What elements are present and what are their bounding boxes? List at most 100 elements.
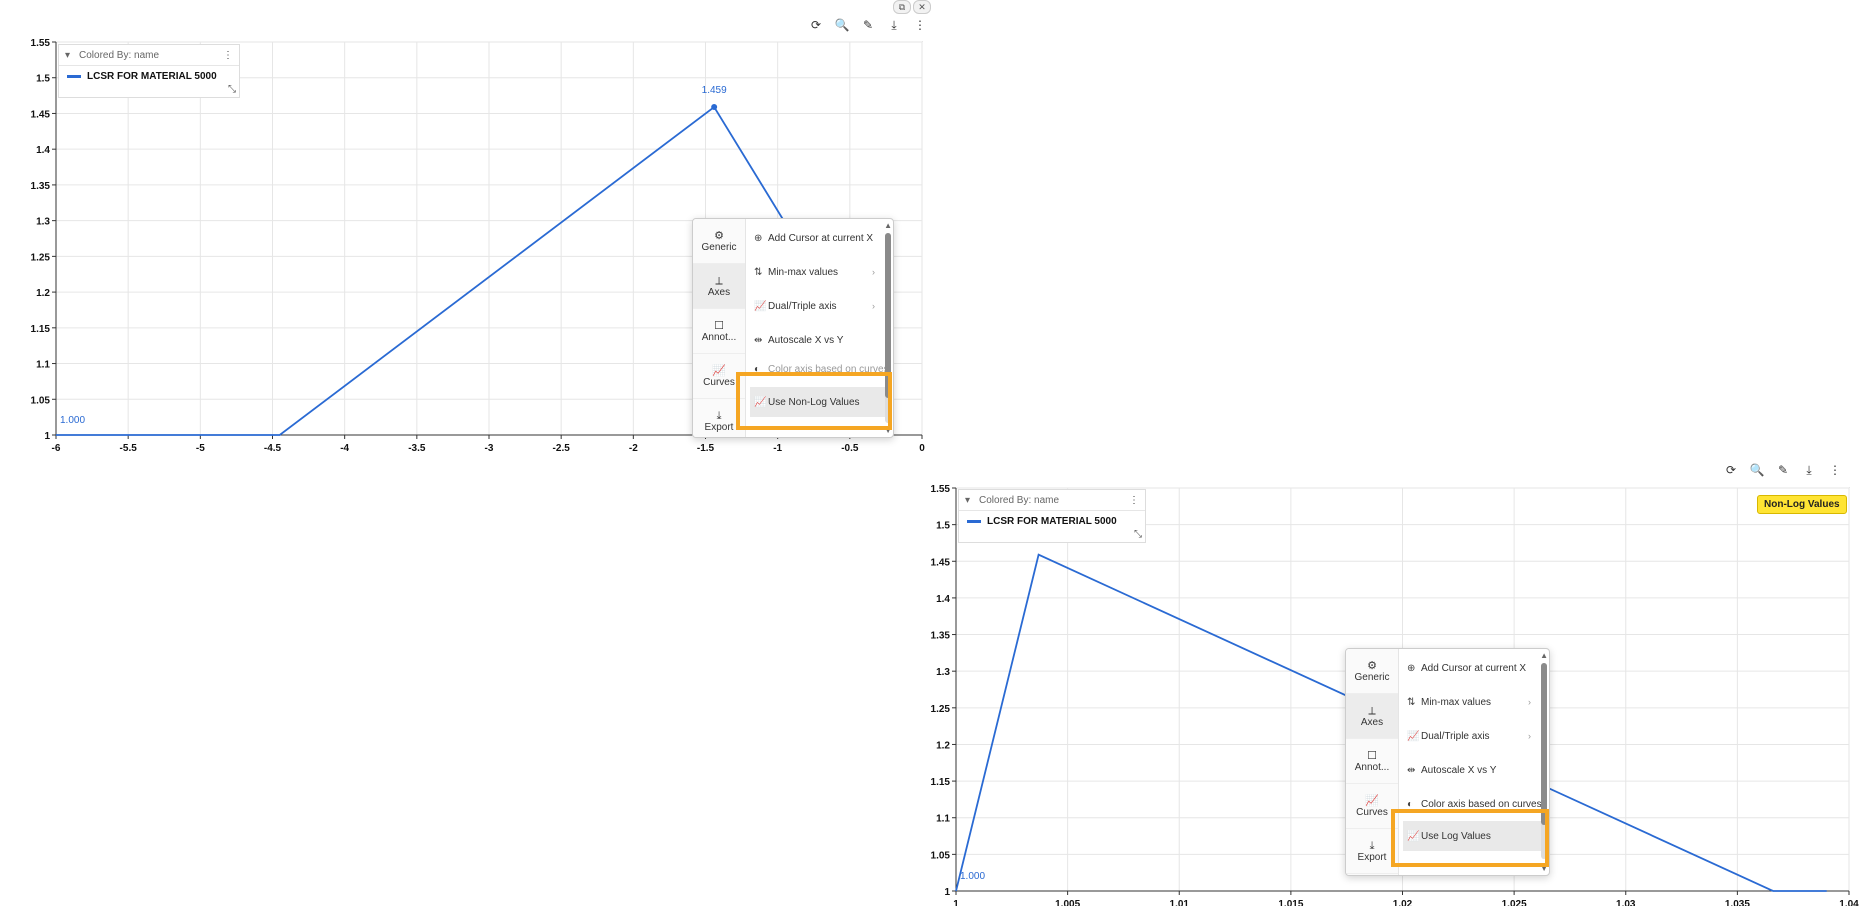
tab-export[interactable]: ⤓ Export [693, 399, 745, 437]
x-tick-label: -4.5 [264, 443, 282, 454]
chevron-right-icon: › [1528, 697, 1531, 707]
y-tick-label: 1.35 [931, 631, 951, 642]
menu-item-color-axis[interactable]: ◐ Color axis based on curves [1407, 798, 1542, 810]
legend-entry[interactable]: LCSR FOR MATERIAL 5000 [959, 511, 1145, 531]
scroll-down-icon[interactable]: ▼ [1540, 864, 1548, 873]
legend-entry-label: LCSR FOR MATERIAL 5000 [87, 70, 217, 82]
highlight-box-left [736, 372, 892, 430]
chart-icon: 📈 [754, 300, 767, 312]
tab-annotations[interactable]: ☐ Annot... [693, 309, 745, 354]
download-icon[interactable]: ⤓ [891, 18, 897, 32]
scrollbar-thumb[interactable] [885, 233, 891, 398]
resize-handle-icon[interactable]: ⤡ [228, 84, 236, 95]
tab-export[interactable]: ⤓ Export [1346, 829, 1398, 874]
tab-axes[interactable]: ⟂ Axes [1346, 694, 1398, 739]
collapse-caret-icon[interactable]: ▾ [65, 49, 71, 61]
download-icon: ⤓ [1369, 839, 1375, 852]
menu-item-color-axis[interactable]: ◐ Color axis based on curves [754, 363, 889, 375]
x-tick-label: 1.04 [1839, 899, 1859, 906]
more-icon[interactable]: ⋮ [1829, 463, 1841, 477]
refresh-icon[interactable]: ⟳ [810, 18, 822, 32]
close-icon[interactable]: ✕ [913, 0, 931, 14]
x-tick-label: 1.03 [1616, 899, 1636, 906]
zoom-icon[interactable]: 🔍 [834, 18, 850, 32]
scroll-up-icon[interactable]: ▲ [1540, 651, 1548, 660]
more-icon[interactable]: ⋮ [914, 18, 926, 32]
legend-menu-icon[interactable]: ⋮ [223, 49, 233, 61]
menu-item-min-max[interactable]: ⇅ Min-max values › [1407, 696, 1531, 708]
menu-item-autoscale[interactable]: ⇹ Autoscale X vs Y [1407, 764, 1497, 776]
x-tick-label: 1.02 [1393, 899, 1413, 906]
menu-item-autoscale[interactable]: ⇹ Autoscale X vs Y [754, 334, 844, 346]
x-tick-label: 1 [953, 899, 959, 906]
y-tick-label: 1.55 [931, 484, 951, 495]
y-tick-label: 1.5 [936, 521, 950, 532]
y-tick-label: 1.1 [36, 360, 50, 371]
collapse-caret-icon[interactable]: ▾ [965, 494, 971, 506]
tab-annotations[interactable]: ☐ Annot... [1346, 739, 1398, 784]
plus-circle-icon: ⊕ [754, 232, 763, 244]
y-tick-label: 1.25 [31, 252, 51, 263]
scrollbar[interactable] [1541, 663, 1547, 859]
menu-item-use-non-log[interactable]: 📈 Use Non-Log Values [750, 387, 887, 417]
series-swatch [67, 74, 81, 78]
pen-icon[interactable]: ✎ [1777, 463, 1789, 477]
legend-title: Colored By: name [979, 494, 1060, 506]
tab-generic[interactable]: ⚙ Generic [1346, 649, 1398, 694]
plus-circle-icon: ⊕ [1407, 662, 1416, 674]
axes-icon: ⟂ [1368, 704, 1376, 717]
menu-item-dual-axis[interactable]: 📈 Dual/Triple axis › [1407, 730, 1531, 742]
tab-curves[interactable]: 📈 Curves [1346, 784, 1398, 829]
menu-item-use-log[interactable]: 📈 Use Log Values [1403, 821, 1543, 851]
chart-icon: 📈 [1407, 830, 1420, 842]
half-circle-icon: ◐ [1407, 798, 1414, 810]
zoom-icon[interactable]: 🔍 [1749, 463, 1765, 477]
refresh-icon[interactable]: ⟳ [1725, 463, 1737, 477]
y-tick-label: 1.5 [36, 74, 50, 85]
gear-icon: ⚙ [714, 229, 724, 242]
menu-item-add-cursor[interactable]: ⊕ Add Cursor at current X [754, 232, 874, 244]
legend-entry[interactable]: LCSR FOR MATERIAL 5000 [59, 66, 239, 86]
y-tick-label: 1.05 [931, 850, 951, 861]
scrollbar[interactable] [885, 233, 891, 423]
x-tick-label: -1 [773, 443, 782, 454]
menu-item-add-cursor[interactable]: ⊕ Add Cursor at current X [1407, 662, 1527, 674]
chart-icon: 📈 [1365, 794, 1379, 807]
x-tick-label: -3 [485, 443, 494, 454]
x-tick-label: -6 [52, 443, 61, 454]
y-tick-label: 1.1 [936, 814, 950, 825]
resize-handle-icon[interactable]: ⤡ [1134, 529, 1142, 540]
menu-item-dual-axis[interactable]: 📈 Dual/Triple axis › [754, 300, 875, 312]
y-tick-label: 1.2 [36, 288, 50, 299]
y-tick-label: 1 [944, 887, 950, 898]
scroll-down-icon[interactable]: ▼ [884, 426, 892, 435]
y-tick-label: 1.55 [31, 38, 51, 49]
sort-arrows-icon: ⇅ [1407, 696, 1416, 708]
restore-icon[interactable]: ⧉ [893, 0, 911, 14]
y-tick-label: 1.15 [31, 324, 51, 335]
chart-icon: 📈 [1407, 730, 1420, 742]
legend-right[interactable]: ▾ Colored By: name ⋮ LCSR FOR MATERIAL 5… [958, 489, 1146, 543]
scrollbar-thumb[interactable] [1541, 663, 1547, 825]
x-tick-label: -5 [196, 443, 205, 454]
scroll-up-icon[interactable]: ▲ [884, 221, 892, 230]
menu-item-min-max[interactable]: ⇅ Min-max values › [754, 266, 875, 278]
chevron-right-icon: › [1528, 731, 1531, 741]
square-icon: ☐ [1367, 749, 1377, 762]
download-icon: ⤓ [716, 409, 722, 422]
x-tick-label: -5.5 [120, 443, 138, 454]
tab-generic[interactable]: ⚙ Generic [693, 219, 745, 264]
pen-icon[interactable]: ✎ [862, 18, 874, 32]
tab-axes[interactable]: ⟂ Axes [693, 264, 745, 309]
autoscale-icon: ⇹ [754, 334, 763, 346]
sort-arrows-icon: ⇅ [754, 266, 763, 278]
chart-toolbar-left: ⟳ 🔍 ✎ ⤓ ⋮ [808, 18, 928, 33]
chart-icon: 📈 [712, 364, 726, 377]
x-tick-label: 0 [919, 443, 925, 454]
tab-curves[interactable]: 📈 Curves [693, 354, 745, 399]
legend-left[interactable]: ▾ Colored By: name ⋮ LCSR FOR MATERIAL 5… [58, 44, 240, 98]
highlight-box-right [1391, 809, 1549, 867]
chart-toolbar-right: ⟳ 🔍 ✎ ⤓ ⋮ [1723, 463, 1843, 478]
legend-menu-icon[interactable]: ⋮ [1129, 494, 1139, 506]
download-icon[interactable]: ⤓ [1806, 463, 1812, 477]
